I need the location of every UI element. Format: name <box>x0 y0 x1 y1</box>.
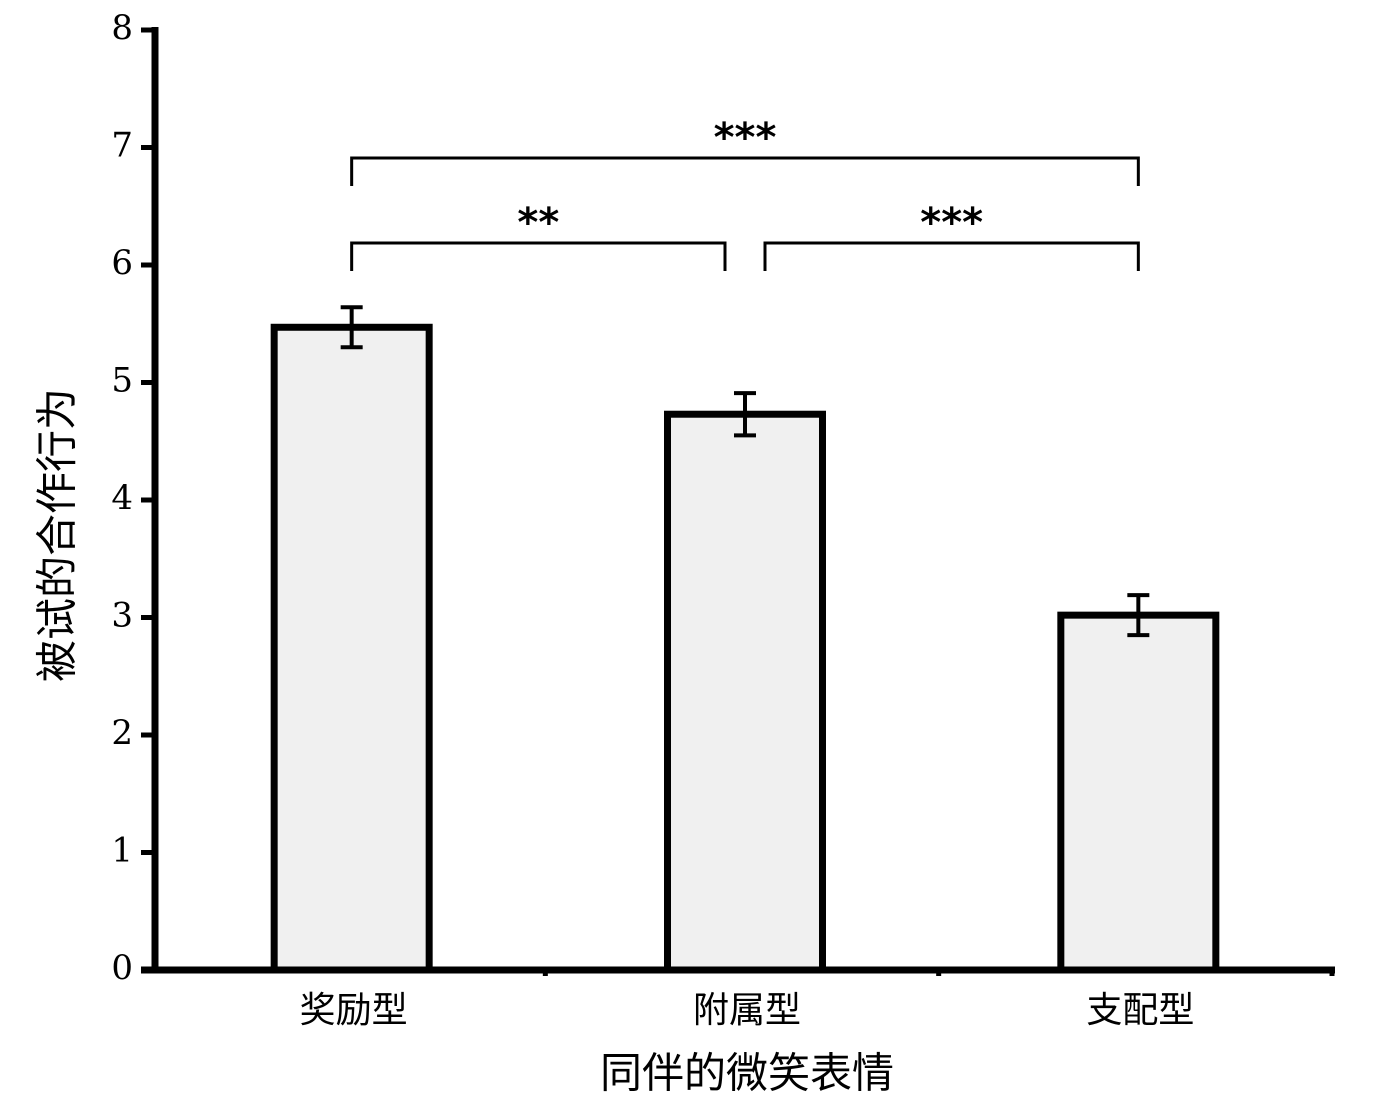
significance-bracket <box>350 241 727 271</box>
bar <box>1057 611 1220 974</box>
y-tick-label: 6 <box>111 243 133 283</box>
y-tick-label: 8 <box>111 8 133 48</box>
y-tick-label: 0 <box>111 948 133 988</box>
x-tick-label: 附属型 <box>693 990 801 1031</box>
y-axis-title: 被试的合作行为 <box>33 388 82 682</box>
significance-label: ** <box>517 200 559 246</box>
x-axis-title: 同伴的微笑表情 <box>600 1049 894 1098</box>
y-tick-label: 1 <box>111 831 133 871</box>
y-tick-label: 5 <box>111 361 133 401</box>
x-tick-label: 支配型 <box>1086 990 1194 1031</box>
y-tick-label: 3 <box>111 596 133 636</box>
x-tick-label: 奖励型 <box>300 990 408 1031</box>
significance-bracket <box>763 241 1140 271</box>
y-tick-label: 7 <box>111 126 133 166</box>
bar <box>664 410 826 974</box>
y-tick-label: 4 <box>111 478 133 518</box>
significance-label: *** <box>714 115 777 161</box>
significance-label: *** <box>920 200 983 246</box>
significance-bracket <box>350 156 1140 186</box>
bar <box>270 323 433 974</box>
y-tick-label: 2 <box>111 713 133 753</box>
